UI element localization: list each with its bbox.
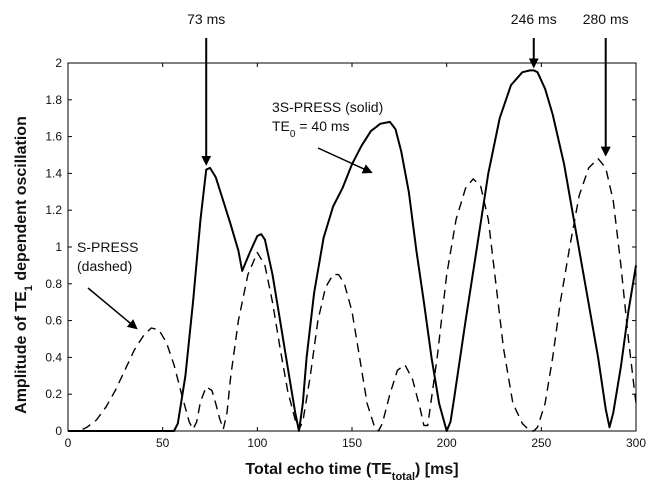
x-axis-title: Total echo time (TEtotal) [ms]: [245, 461, 458, 481]
peak-label: 280 ms: [583, 11, 629, 27]
series-s-press-line: [68, 158, 637, 432]
y-tick-label: 0.4: [45, 350, 62, 364]
peak-label: 246 ms: [511, 11, 557, 27]
series-3s-press-line: [68, 69, 637, 432]
y-tick-label: 0.8: [45, 277, 62, 291]
y-tick-label: 1.4: [45, 166, 62, 180]
x-tick-label: 100: [247, 436, 267, 450]
y-tick-label: 1.2: [45, 203, 62, 217]
x-tick-label: 250: [531, 436, 551, 450]
peak-label: 73 ms: [187, 11, 225, 27]
x-tick-label: 200: [437, 436, 457, 450]
solid-series-label: 3S-PRESS (solid): [272, 99, 383, 115]
y-axis-title: Amplitude of TE1 dependent oscillation: [13, 116, 35, 414]
y-tick-label: 2: [55, 56, 62, 70]
x-tick-label: 0: [65, 436, 72, 450]
y-tick-label: 1: [55, 240, 62, 254]
solid-label-arrow: [317, 147, 373, 174]
plot-frame: [67, 62, 637, 432]
y-tick-label: 0.6: [45, 314, 62, 328]
dashed-series-label: S-PRESS: [77, 239, 138, 255]
y-tick-label: 1.6: [45, 130, 62, 144]
dashed-series-style-label: (dashed): [77, 258, 132, 274]
y-tick-label: 0.2: [45, 387, 62, 401]
solid-series-te0-label: TE0 = 40 ms: [272, 118, 350, 140]
plot-area: [67, 62, 637, 432]
y-tick-label: 0: [55, 424, 62, 438]
dashed-label-arrow: [87, 287, 138, 330]
y-tick-label: 1.8: [45, 93, 62, 107]
x-tick-label: 300: [626, 436, 646, 450]
x-tick-label: 150: [342, 436, 362, 450]
x-tick-label: 50: [156, 436, 170, 450]
annotation-group: 73 ms 246 ms 280 ms: [87, 11, 629, 330]
tick-group: 0 50 100 150 200 250 300 0 0.2 0.4 0.6 0.8 1 1.2 1.4 1.…: [45, 56, 646, 450]
series-group: [68, 69, 637, 432]
